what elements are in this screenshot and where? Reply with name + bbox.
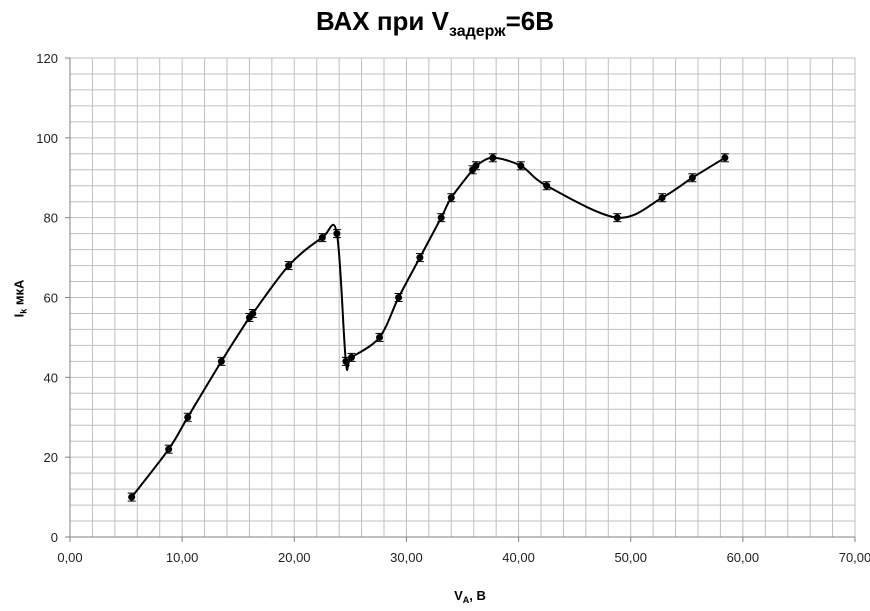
x-tick-label: 10,00 (166, 550, 199, 565)
data-point (517, 162, 525, 170)
x-tick-label: 30,00 (390, 550, 423, 565)
data-point (447, 194, 455, 202)
data-point (376, 333, 384, 341)
x-tick-label: 40,00 (502, 550, 535, 565)
y-tick-label: 20 (44, 450, 58, 465)
data-point (721, 154, 729, 162)
data-point (472, 162, 480, 170)
x-tick-label: 60,00 (727, 550, 760, 565)
chart-title: ВАХ при Vзадерж=6В (316, 6, 554, 40)
y-axis-label: Ik мкА (11, 279, 29, 318)
y-tick-label: 80 (44, 211, 58, 226)
data-point (333, 230, 341, 238)
data-point (395, 294, 403, 301)
x-axis-label: VA, В (454, 588, 486, 605)
grid-lines (69, 57, 856, 538)
x-tick-label: 70,00 (839, 550, 870, 565)
data-point (128, 493, 136, 501)
y-tick-label: 100 (36, 131, 58, 146)
data-point (688, 174, 696, 182)
data-point (658, 194, 666, 202)
data-point (489, 154, 497, 162)
data-point (437, 214, 445, 222)
data-point (165, 445, 173, 453)
y-tick-label: 60 (44, 291, 58, 306)
x-tick-label: 50,00 (614, 550, 647, 565)
data-point (613, 214, 621, 222)
data-point (416, 254, 424, 262)
y-tick-label: 40 (44, 370, 58, 385)
data-point (347, 353, 355, 361)
data-point (543, 182, 551, 190)
data-point (342, 357, 350, 365)
y-tick-label: 120 (36, 51, 58, 66)
data-point (318, 234, 326, 242)
data-point (217, 357, 225, 365)
y-tick-label: 0 (51, 530, 58, 545)
series-line (130, 156, 726, 498)
data-points (127, 153, 729, 502)
tick-labels: 0,00 10,00 20,00 30,00 40,00 50,00 60,00 70,00 0… (36, 51, 870, 565)
data-point (184, 413, 192, 421)
data-point (285, 262, 293, 270)
x-tick-label: 0,00 (57, 550, 82, 565)
x-tick-label: 20,00 (278, 550, 311, 565)
data-point (249, 309, 257, 317)
